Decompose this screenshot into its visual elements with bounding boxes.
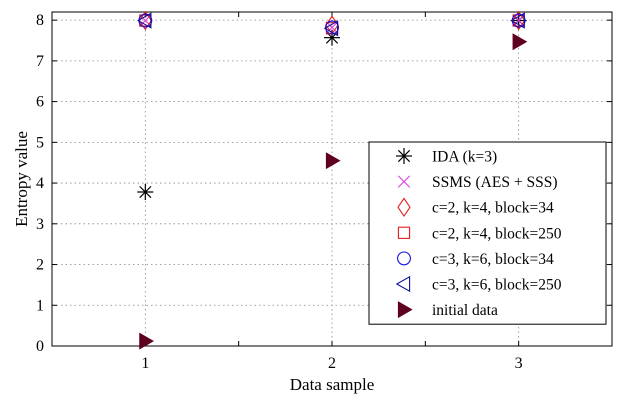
legend-marker	[397, 197, 411, 217]
legend-label: c=2, k=4, block=34	[432, 200, 554, 217]
y-tick-label: 1	[36, 297, 44, 314]
legend-marker	[397, 175, 411, 188]
data-point-stroke	[325, 21, 339, 34]
y-tick-label: 6	[36, 94, 44, 111]
axis-ticks: 1 2 3 0 1 2 3 4 5 6 7 8	[36, 12, 612, 372]
x-tick-label: 1	[141, 355, 149, 372]
data-point	[139, 332, 154, 350]
legend-label: c=3, k=6, block=250	[432, 277, 562, 294]
series-5	[137, 12, 525, 37]
y-tick-label: 7	[36, 53, 44, 70]
data-point	[325, 152, 341, 170]
y-tick-label: 5	[36, 134, 44, 151]
legend-label: c=3, k=6, block=34	[432, 251, 554, 268]
y-tick-label: 8	[36, 12, 44, 29]
legend-marker	[397, 301, 413, 319]
legend-marker	[397, 251, 411, 266]
y-tick-label: 2	[36, 257, 44, 274]
data-point	[512, 10, 526, 31]
data-point	[325, 21, 339, 34]
data-point	[323, 20, 339, 37]
data-point	[137, 184, 154, 201]
x-tick-label: 3	[515, 355, 523, 372]
legend-marker	[396, 148, 412, 164]
x-tick-label: 2	[328, 355, 336, 372]
legend-label: c=2, k=4, block=250	[432, 225, 562, 242]
legend-label: initial data	[432, 302, 498, 319]
y-tick-label: 4	[36, 175, 44, 192]
data-points	[137, 10, 528, 350]
x-axis-label: Data sample	[290, 375, 375, 394]
data-point	[512, 33, 528, 51]
data-point	[510, 12, 525, 29]
legend-label: IDA (k=3)	[432, 149, 497, 166]
y-axis-label: Entropy value	[12, 131, 31, 227]
legend-marker-stroke	[397, 175, 411, 188]
data-point-stroke	[139, 185, 152, 199]
legend-label: SSMS (AES + SSS)	[432, 174, 557, 191]
y-tick-label: 3	[36, 216, 44, 233]
series-6	[139, 33, 528, 350]
legend-marker	[397, 226, 411, 239]
legend: IDA (k=3) SSMS (AES + SSS) c=2, k=4, block…	[368, 141, 607, 325]
data-point	[138, 10, 152, 31]
y-tick-label: 0	[36, 338, 44, 355]
data-point	[137, 12, 152, 29]
legend-marker	[395, 275, 411, 293]
legend-box	[368, 141, 607, 325]
legend-marker-stroke	[397, 149, 411, 163]
